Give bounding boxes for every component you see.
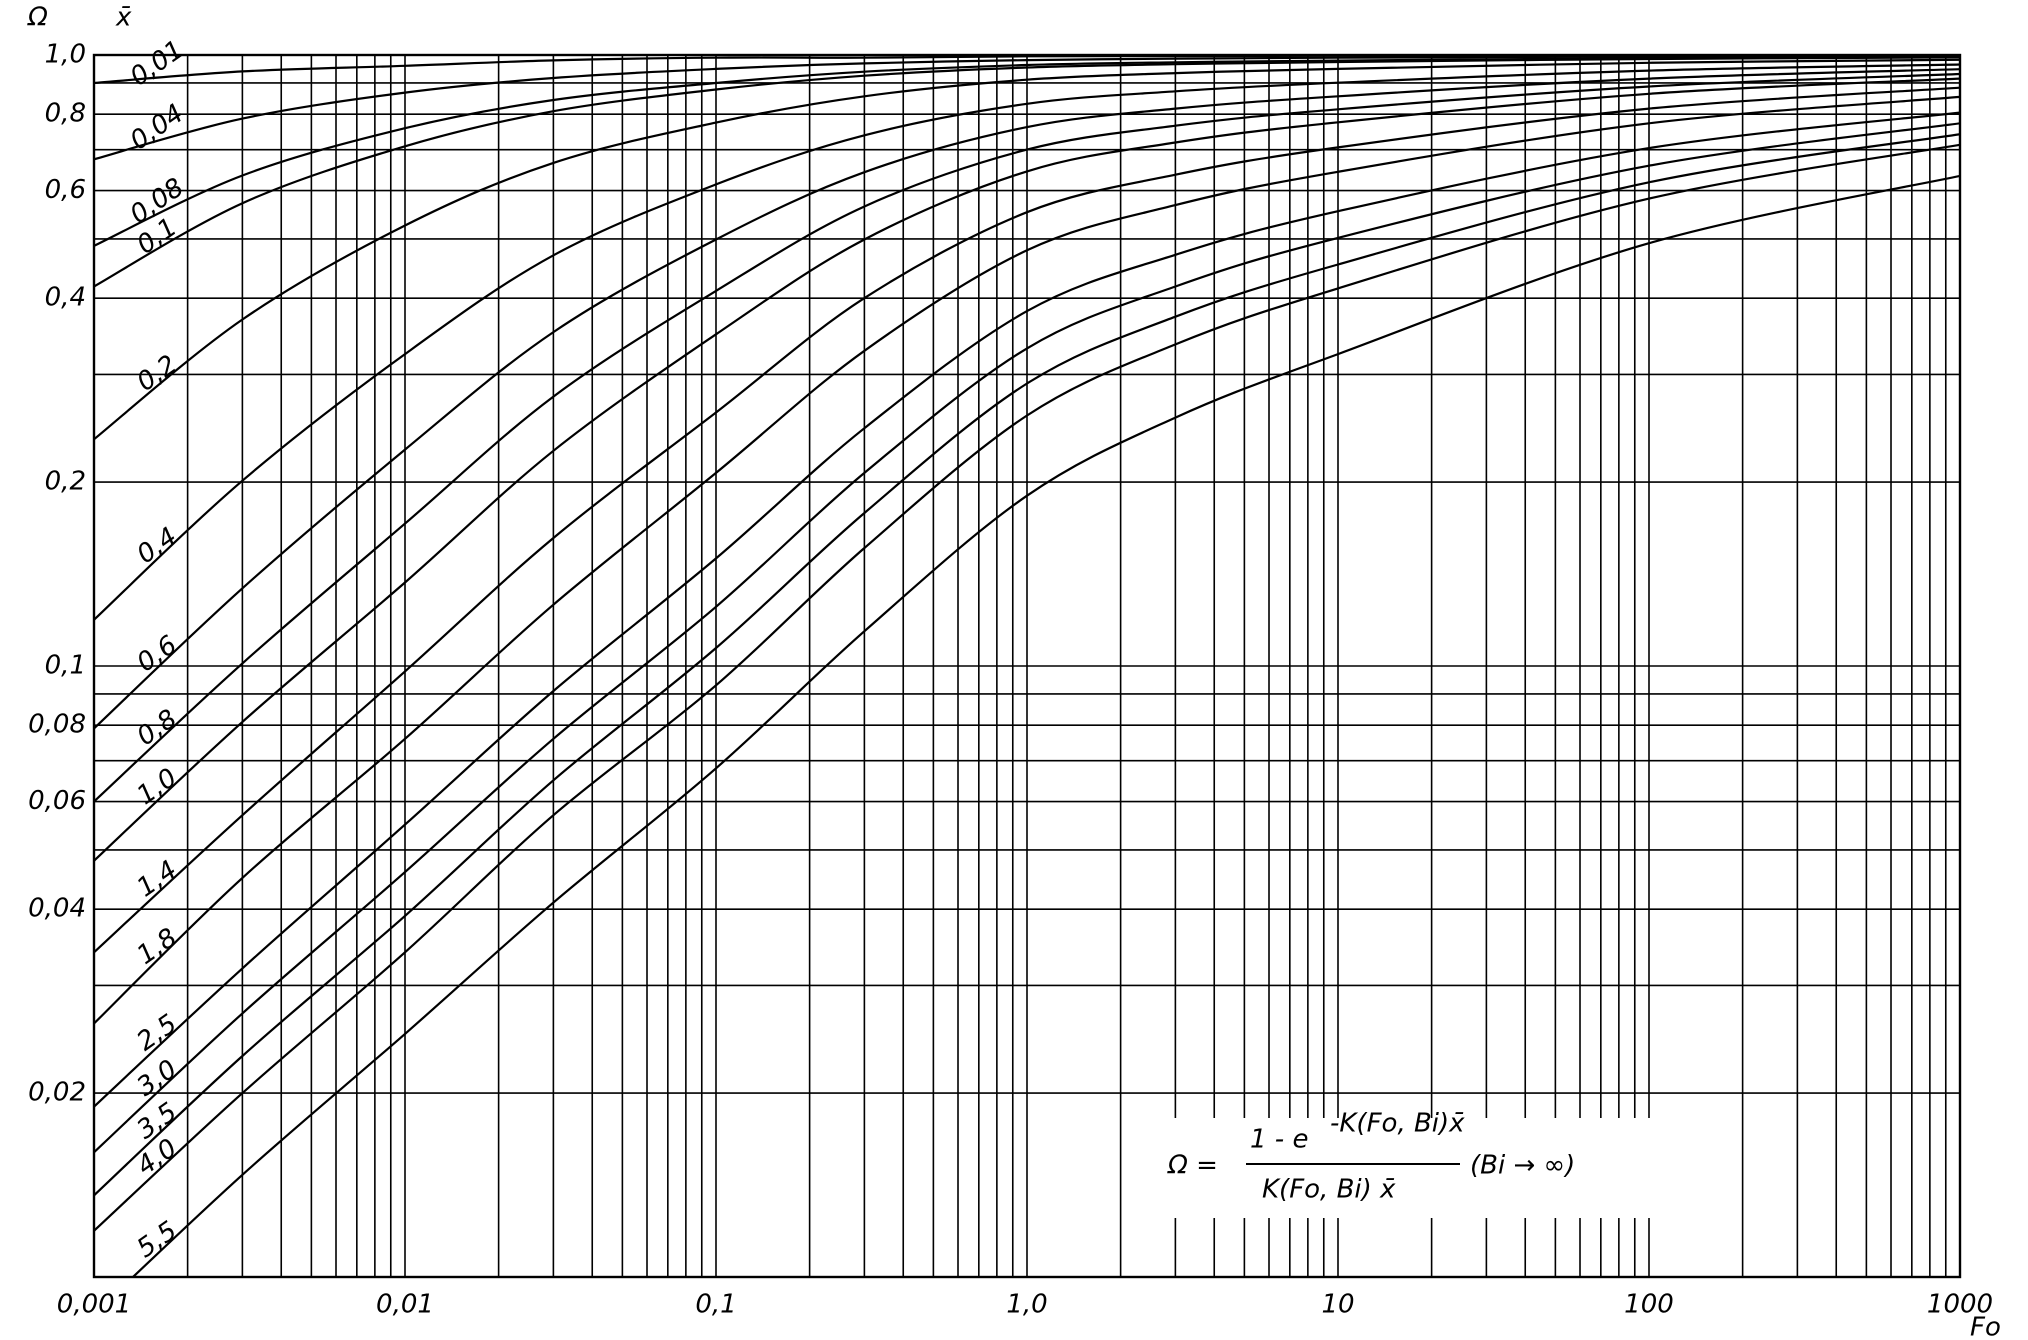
y-tick-label: 0,2 [45,467,86,497]
y-tick-label: 0,06 [28,786,86,816]
y-tick-label: 0,6 [45,175,86,205]
y-tick-label: 0,4 [45,283,86,313]
x-tick-label: 0,1 [695,1290,736,1320]
curve [94,86,1960,954]
curve [94,77,1960,862]
x-tick-label: 10 [1321,1290,1354,1320]
y-tick-label: 0,1 [45,651,86,681]
curves [94,55,1960,1277]
curve [94,111,1960,1108]
labels: 0,001 0,01 0,1 1,0 10 100 1000 1,0 0,8 0,6 0,4 0,2 0… [28,35,1993,1320]
formula-condition: (Bi → ∞) [1470,1151,1575,1181]
y-tick-label: 1,0 [45,40,86,70]
curve [94,55,1960,161]
curve [94,143,1960,1232]
curve [94,63,1960,621]
curve [94,56,1960,288]
formula-lhs: Ω = [1167,1151,1218,1181]
formula: Ω = 1 - e -K(Fo, Bi)x̄ K(Fo, Bi) x̄ (Bi … [1167,1109,1575,1205]
curve [94,68,1960,730]
x-tick-label: 1,0 [1006,1290,1047,1320]
curve [94,133,1960,1197]
grid [93,54,1961,1277]
x-tick-label: 0,001 [57,1290,131,1320]
curve [94,58,1960,441]
x-tick-label: 0,01 [376,1290,434,1320]
formula-denominator: K(Fo, Bi) x̄ [1262,1175,1396,1205]
curve [94,72,1960,803]
formula-numerator: 1 - e [1250,1125,1308,1155]
y-tick-label: 0,04 [28,894,86,924]
y-tick-label: 0,08 [28,710,86,740]
y-axis-label: Ω [27,3,48,33]
curve [131,174,1960,1277]
x-axis-label: Fo [1970,1313,2001,1340]
series-label: x̄ [115,3,132,33]
x-tick-label: 1000 [1927,1290,1993,1320]
plot-frame [92,53,1962,1279]
curve [94,122,1960,1154]
y-tick-label: 0,8 [45,99,86,129]
curve [94,95,1960,1025]
y-tick-label: 0,02 [28,1078,86,1108]
formula-exponent: -K(Fo, Bi)x̄ [1330,1109,1465,1139]
x-tick-label: 100 [1624,1290,1674,1320]
formula-box [1150,1118,1670,1218]
